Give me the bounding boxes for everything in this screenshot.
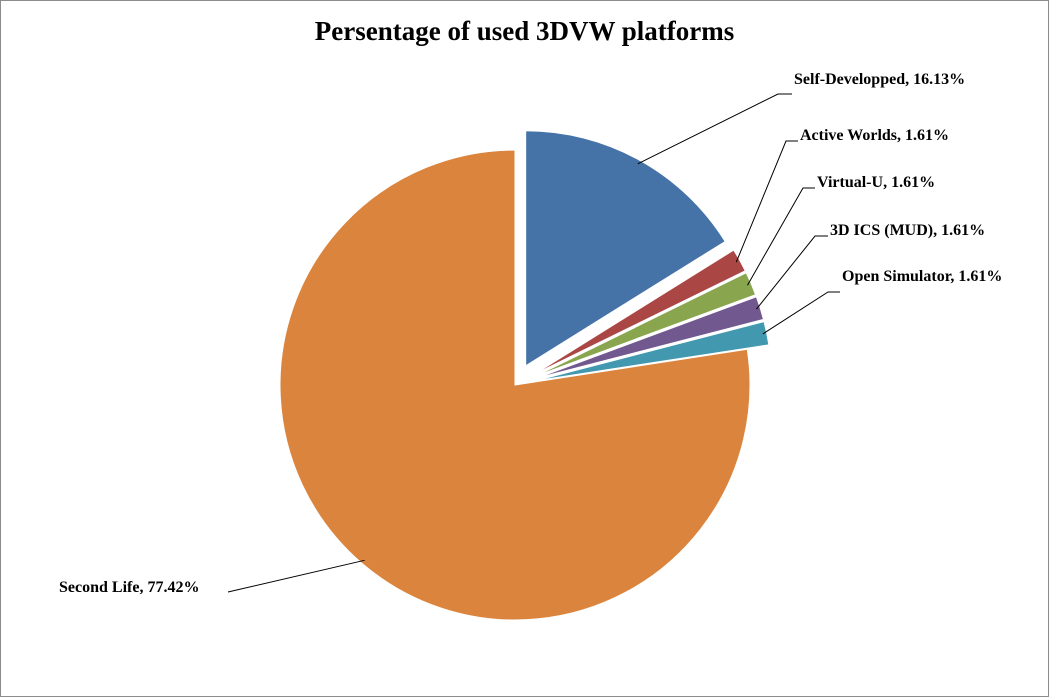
data-label: Active Worlds, 1.61% (800, 127, 949, 144)
pie-slice-active-worlds (533, 249, 746, 375)
chart-title: Persentage of used 3DVW platforms (314, 16, 735, 46)
data-label: Open Simulator, 1.61% (842, 268, 1002, 285)
pie-slice-self-developped (525, 130, 726, 367)
leader-line (735, 140, 798, 263)
pie-slice-3d-ics-mud (535, 296, 765, 379)
data-label: 3D ICS (MUD), 1.61% (830, 222, 985, 239)
pie-slice-open-simulator (536, 320, 770, 382)
leader-line (755, 235, 828, 310)
pie-slice-virtual-u (534, 272, 757, 377)
pie-slice-second-life (279, 149, 751, 621)
data-label: Second Life, 77.42% (59, 579, 199, 596)
data-label: Self-Developped, 16.13% (794, 71, 965, 88)
leader-line (227, 559, 365, 593)
leader-line (762, 291, 840, 335)
leader-line (637, 93, 792, 165)
leader-line (747, 187, 815, 286)
data-label: Virtual-U, 1.61% (817, 174, 935, 191)
